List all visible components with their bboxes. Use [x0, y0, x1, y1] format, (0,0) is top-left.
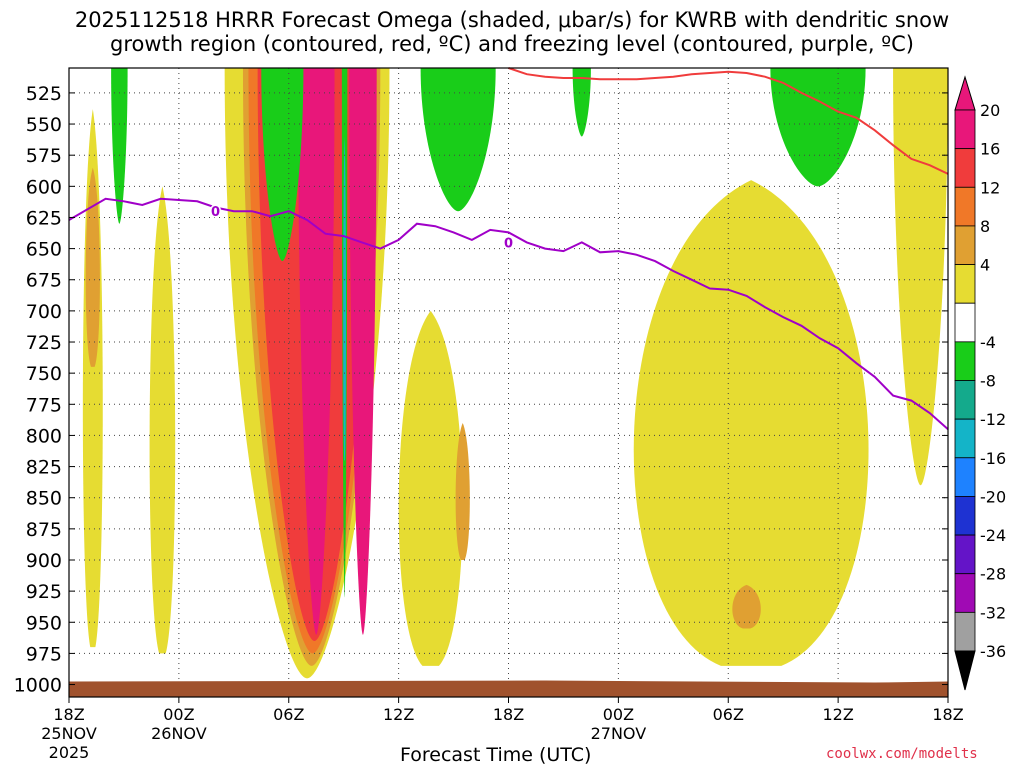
colorbar-label: -16: [980, 449, 1006, 468]
colorbar-bin--28: [954, 534, 976, 575]
y-tick-label: 775: [26, 394, 62, 416]
omega-region-ascent-15z-core: [455, 422, 470, 560]
x-tick-label: 06Z: [713, 705, 744, 724]
x-tick-date-label: 26NOV: [151, 724, 207, 743]
omega-region-descent-21z: [572, 68, 591, 137]
colorbar-label: -20: [980, 487, 1006, 506]
y-tick-label: 575: [26, 145, 62, 167]
y-tick-label: 850: [26, 488, 62, 510]
colorbar-label: -12: [980, 410, 1006, 429]
y-tick-label: 650: [26, 239, 62, 261]
chart-title-line-2: growth region (contoured, red, ºC) and f…: [110, 32, 914, 56]
omega-shading-layer: [82, 68, 948, 679]
colorbar-bin--4: [954, 302, 976, 343]
colorbar-bin--32: [954, 573, 976, 613]
source-watermark: coolwx.com/modelts: [826, 746, 978, 762]
y-tick-label: 1000: [14, 675, 62, 697]
y-tick-label: 700: [26, 301, 62, 323]
colorbar-label: -32: [980, 603, 1006, 622]
axes-layer: 525 550 575 600 625 650 675 700 725 750 775 800 825 8…: [14, 67, 964, 762]
colorbar-label: 12: [980, 178, 1000, 197]
omega-region-ascent-core-06z: [297, 68, 335, 635]
colorbar-bin--16: [954, 418, 976, 459]
colorbar-bin-12: [954, 186, 976, 227]
omega-region-ascent-core-10z: [349, 68, 377, 635]
colorbar-label: -4: [980, 333, 996, 352]
x-tick-label: 18Z: [53, 705, 84, 724]
ground-layer: [69, 680, 948, 697]
x-tick-date-label: 27NOV: [591, 724, 647, 743]
y-tick-label: 900: [26, 550, 62, 572]
colorbar-bin-20: [954, 109, 976, 150]
x-tick-year-label: 2025: [49, 743, 90, 762]
y-tick-label: 925: [26, 581, 62, 603]
y-tick-label: 600: [26, 176, 62, 198]
colorbar-bin--24: [954, 496, 976, 536]
y-tick-label: 725: [26, 332, 62, 354]
x-tick-label: 12Z: [383, 705, 414, 724]
y-tick-label: 625: [26, 207, 62, 229]
colorbar: 20 16 12 8 4 -4 -8 -12 -16 -20 -24 -28 -32 -36: [954, 75, 1006, 691]
y-tick-label: 950: [26, 612, 62, 634]
colorbar-label: -36: [980, 642, 1006, 661]
omega-region-ascent-left-tongue: [149, 186, 176, 654]
freezing-level-label: 0: [504, 236, 513, 251]
x-tick-label: 18Z: [493, 705, 524, 724]
colorbar-label: 4: [980, 256, 990, 275]
colorbar-label: 16: [980, 140, 1000, 159]
colorbar-label: -24: [980, 526, 1006, 545]
freezing-level-contour: [68, 197, 949, 430]
colorbar-label: 8: [980, 217, 990, 236]
omega-region-descent-12z: [420, 68, 496, 212]
y-tick-label: 675: [26, 270, 62, 292]
colorbar-bin--8: [954, 341, 976, 381]
omega-region-ascent-day2-broad: [633, 180, 869, 666]
x-tick-label: 00Z: [603, 705, 634, 724]
y-tick-label: 550: [26, 114, 62, 136]
x-tick-date-label: 25NOV: [41, 724, 97, 743]
dendritic-growth-isotherm: [508, 67, 949, 175]
omega-region-descent-left: [111, 68, 128, 224]
x-tick-label: 18Z: [932, 705, 963, 724]
x-tick-label: 06Z: [273, 705, 304, 724]
y-tick-label: 750: [26, 363, 62, 385]
colorbar-label: -8: [980, 372, 996, 391]
y-tick-label: 875: [26, 519, 62, 541]
ground-surface: [69, 680, 948, 697]
colorbar-bin-8: [954, 225, 976, 265]
y-tick-label: 800: [26, 425, 62, 447]
colorbar-arrow-top: [954, 75, 976, 111]
colorbar-bin--36: [954, 611, 976, 652]
x-tick-label: 12Z: [822, 705, 853, 724]
x-tick-label: 00Z: [163, 705, 194, 724]
colorbar-bin-4: [954, 264, 976, 304]
freezing-level-label: 0: [211, 205, 220, 220]
y-tick-label: 975: [26, 643, 62, 665]
omega-region-descent-10z-day2: [770, 68, 866, 187]
colorbar-bin-16: [954, 148, 976, 188]
omega-region-ascent-right-edge: [893, 68, 948, 486]
omega-region-ascent-15z-plume: [398, 310, 463, 666]
colorbar-bin--20: [954, 457, 976, 497]
y-tick-label: 825: [26, 457, 62, 479]
y-tick-label: 525: [26, 83, 62, 105]
x-axis-title: Forecast Time (UTC): [400, 744, 592, 766]
omega-region-descent-narrow-core-09z: [343, 136, 347, 461]
chart-title-line-1: 2025112518 HRRR Forecast Omega (shaded, …: [74, 8, 950, 32]
colorbar-bin--12: [954, 380, 976, 420]
omega-region-ascent-day2-core: [732, 584, 761, 629]
contour-layer: 00: [68, 67, 949, 430]
colorbar-label: 20: [980, 101, 1000, 120]
colorbar-arrow-bottom: [954, 650, 976, 691]
colorbar-label: -28: [980, 565, 1006, 584]
